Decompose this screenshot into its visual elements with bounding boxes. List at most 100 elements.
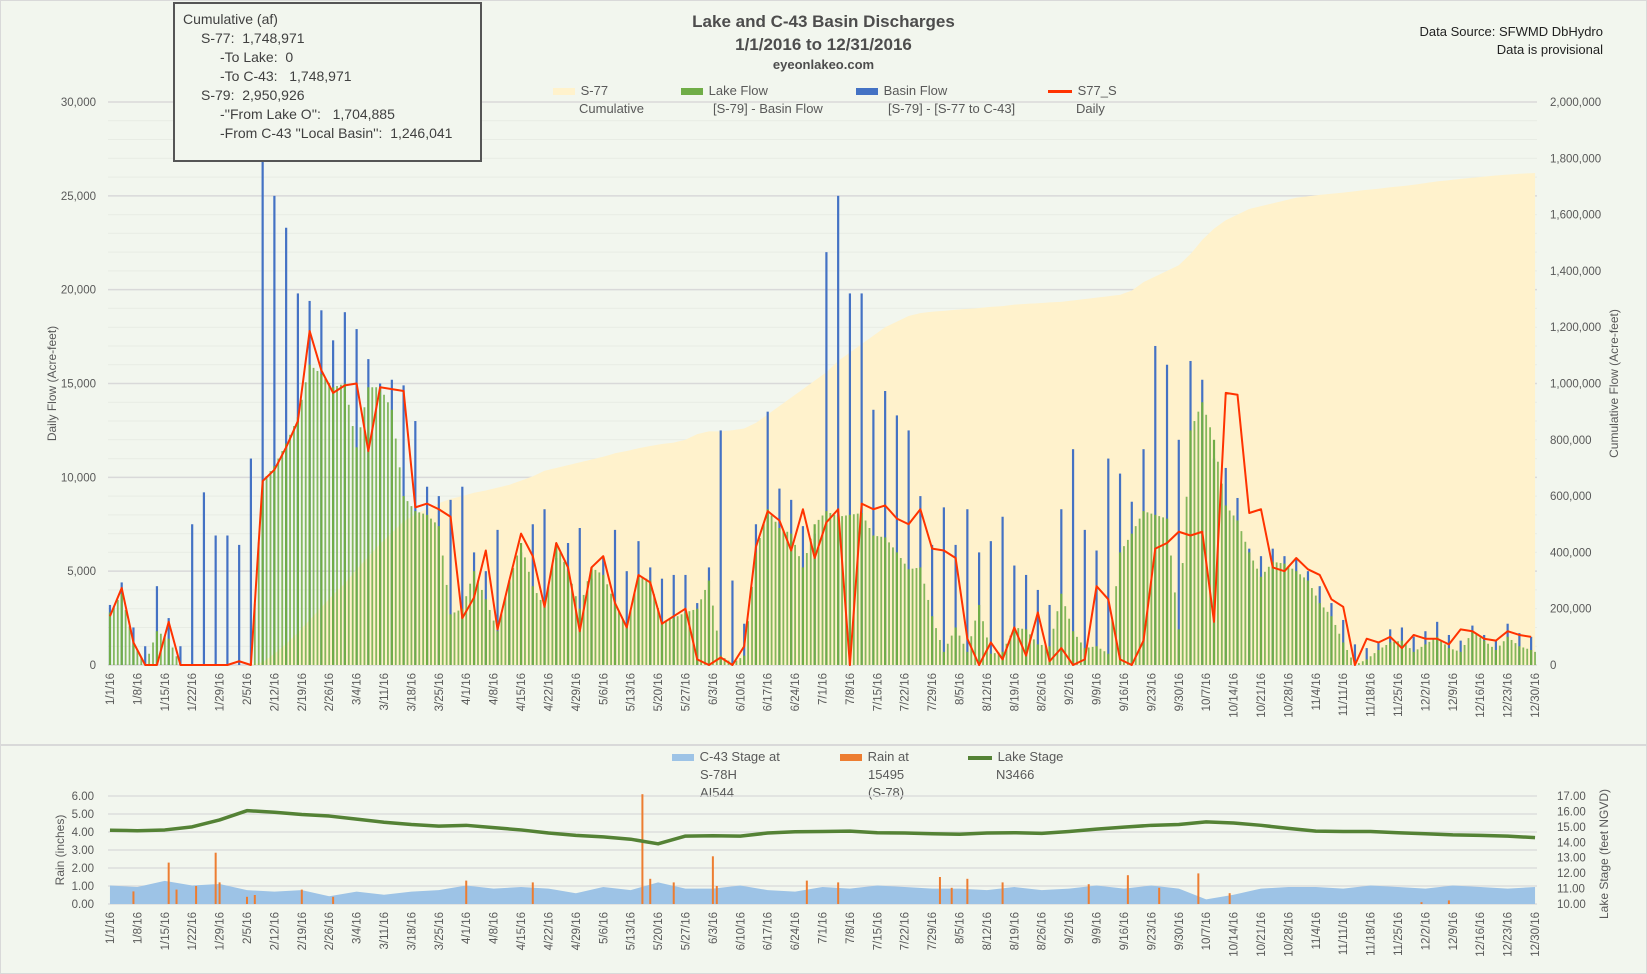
- bar-lake-flow: [500, 614, 503, 665]
- legend-label: S-77: [580, 83, 609, 98]
- legend-swatch: [681, 88, 703, 96]
- bar-lake-flow: [1330, 616, 1333, 665]
- x-tick-label: 7/22/16: [900, 673, 912, 711]
- x-tick-label: 7/22/16: [900, 912, 912, 950]
- bar-lake-flow: [602, 574, 605, 665]
- bar-lake-flow: [394, 438, 397, 665]
- bar-lake-flow: [492, 620, 495, 665]
- bar-lake-flow: [594, 569, 597, 665]
- bar-lake-flow: [1318, 603, 1321, 665]
- bar-rain: [531, 882, 534, 904]
- bar-lake-flow: [1373, 653, 1376, 665]
- bar-basin-flow: [155, 586, 159, 665]
- bar-lake-flow: [668, 619, 671, 665]
- bar-lake-flow: [723, 658, 726, 665]
- bar-lake-flow: [880, 536, 883, 665]
- bar-lake-flow: [1306, 580, 1310, 665]
- legend-swatch: [856, 88, 878, 96]
- bar-lake-flow: [531, 586, 534, 665]
- x-tick-label: 2/19/16: [297, 673, 309, 711]
- bar-lake-flow: [1404, 644, 1407, 665]
- bar-basin-flow: [496, 529, 499, 665]
- bar-lake-flow: [974, 620, 977, 665]
- bar-lake-flow: [1181, 563, 1184, 665]
- bar-basin-flow: [860, 293, 863, 665]
- legend-swatch: [672, 754, 694, 762]
- bar-lake-flow: [993, 653, 996, 665]
- bar-basin-flow: [461, 486, 464, 665]
- y-tick-label: 20,000: [61, 285, 96, 297]
- legend-lake-flow: Lake Flow [S-79] - Basin Flow: [681, 82, 823, 118]
- x-tick-label: 12/2/16: [1420, 673, 1432, 711]
- bar-lake-flow: [782, 529, 785, 665]
- bar-lake-flow: [1224, 505, 1227, 665]
- bar-lake-flow: [551, 564, 554, 665]
- bar-lake-flow: [472, 571, 476, 665]
- bar-basin-flow: [1353, 644, 1357, 665]
- x-tick-label: 1/1/16: [105, 673, 117, 705]
- bar-rain: [465, 880, 468, 904]
- bar-lake-flow: [911, 568, 914, 665]
- bar-lake-flow: [1447, 648, 1451, 665]
- x-tick-label: 3/4/16: [352, 673, 364, 705]
- bar-basin-flow: [731, 580, 734, 665]
- bar-rain: [1228, 893, 1231, 904]
- bar-lake-flow: [578, 608, 581, 665]
- x-tick-label: 11/11/16: [1338, 912, 1350, 955]
- bar-lake-flow: [1467, 638, 1470, 665]
- bar-lake-flow: [410, 506, 413, 665]
- x-tick-label: 4/15/16: [516, 673, 528, 711]
- bar-lake-flow: [1146, 512, 1149, 665]
- bar-rain: [966, 878, 969, 904]
- x-tick-label: 1/15/16: [160, 912, 172, 950]
- bar-lake-flow: [1361, 661, 1364, 665]
- bar-rain: [649, 878, 652, 904]
- bar-lake-flow: [1510, 639, 1513, 665]
- bar-lake-flow: [512, 568, 515, 665]
- x-tick-label: 4/1/16: [461, 673, 473, 705]
- bar-rain: [1126, 875, 1129, 904]
- bar-lake-flow: [1252, 560, 1255, 665]
- y-tick-label: 5,000: [67, 566, 96, 578]
- bar-lake-flow: [754, 552, 758, 665]
- bar-lake-flow: [700, 599, 703, 665]
- bar-lake-flow: [367, 387, 370, 665]
- bar-lake-flow: [888, 542, 890, 665]
- bar-basin-flow: [1412, 636, 1415, 665]
- y2-tick-label: 1,000,000: [1550, 379, 1601, 391]
- y2-tick-label: 200,000: [1550, 604, 1592, 616]
- bar-lake-flow: [167, 638, 170, 665]
- x-tick-label: 2/12/16: [269, 673, 281, 711]
- bar-lake-flow: [1400, 640, 1404, 665]
- bar-lake-flow: [1530, 649, 1533, 665]
- bar-lake-flow: [1170, 555, 1172, 665]
- y-tick-label: 4.00: [72, 827, 94, 839]
- bar-lake-flow: [633, 592, 636, 665]
- x-tick-label: 7/1/16: [818, 673, 830, 705]
- x-tick-label: 6/3/16: [708, 912, 720, 944]
- bar-lake-flow: [751, 586, 753, 665]
- data-provisional-note: Data is provisional: [1496, 42, 1603, 57]
- bar-lake-flow: [484, 599, 487, 665]
- bar-lake-flow: [1483, 640, 1486, 665]
- y2-axis-title: Cumulative Flow (Acre-feet): [1607, 309, 1621, 458]
- bar-lake-flow: [841, 516, 843, 665]
- x-tick-label: 4/22/16: [543, 912, 555, 950]
- bar-lake-flow: [1123, 546, 1125, 665]
- x-tick-label: 9/16/16: [1119, 912, 1131, 950]
- x-tick-label: 5/27/16: [680, 673, 692, 711]
- bar-lake-flow: [434, 522, 436, 665]
- bar-lake-flow: [770, 515, 773, 665]
- bar-lake-flow: [935, 628, 937, 665]
- bar-lake-flow: [1432, 639, 1435, 665]
- bar-lake-flow: [1060, 593, 1063, 665]
- bar-lake-flow: [1479, 637, 1482, 665]
- y2-tick-label: 13.00: [1557, 853, 1586, 865]
- bar-lake-flow: [1534, 651, 1536, 665]
- x-tick-label: 5/6/16: [598, 912, 610, 944]
- bar-lake-flow: [629, 609, 632, 665]
- legend-swatch: [553, 88, 575, 96]
- bar-lake-flow: [402, 496, 405, 665]
- x-tick-label: 6/10/16: [735, 912, 747, 950]
- bar-basin-flow: [191, 524, 194, 665]
